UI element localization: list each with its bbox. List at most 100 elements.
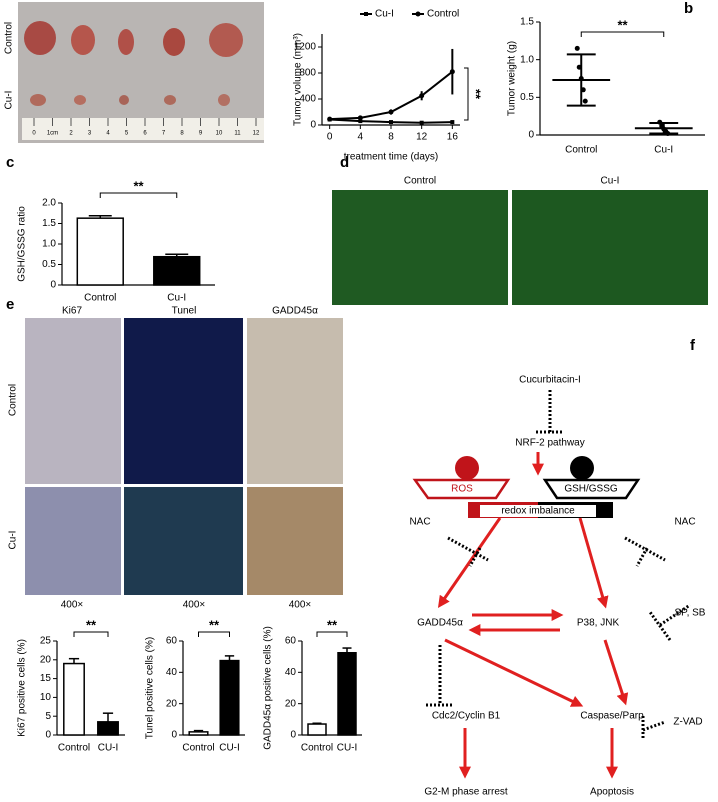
y-tick-label: 60 xyxy=(166,636,178,647)
marker xyxy=(388,109,394,115)
bar xyxy=(307,723,327,736)
y-axis-label: Ki67 positive cells (%) xyxy=(17,639,28,737)
y-tick-label: 0 xyxy=(45,730,51,741)
node-label: Cdc2/Cyclin B1 xyxy=(432,711,501,722)
bar xyxy=(153,255,201,286)
y-tick-label: 15 xyxy=(40,673,52,684)
node-label: Z-VAD xyxy=(673,717,702,728)
node-label: SP, SB xyxy=(675,608,706,619)
ruler-label: 7 xyxy=(162,131,166,137)
y-tick-label: 60 xyxy=(285,636,297,647)
panel-label: e xyxy=(6,296,14,313)
legend-marker xyxy=(415,11,421,17)
bar xyxy=(63,662,85,736)
point xyxy=(576,64,582,70)
ruler-label: 9 xyxy=(199,131,203,137)
legend-label: Cu-I xyxy=(375,9,394,20)
significance: ** xyxy=(133,178,144,193)
row-label: Cu-I xyxy=(8,531,19,550)
x-axis-label: treatment time (days) xyxy=(344,152,438,163)
image-label: Cu-I xyxy=(601,176,620,187)
node-label: P38, JNK xyxy=(577,618,620,629)
significance: ** xyxy=(209,617,220,632)
magnification: 400× xyxy=(183,600,206,611)
panel-label: f xyxy=(690,337,696,354)
y-tick-label: 0 xyxy=(290,730,296,741)
ruler-label: 3 xyxy=(88,131,92,137)
y-tick-label: 1.0 xyxy=(42,239,56,250)
x-tick-label: 4 xyxy=(358,132,364,143)
node-label: Apoptosis xyxy=(590,787,634,798)
significance: ** xyxy=(86,617,97,632)
ruler-label: 11 xyxy=(234,131,241,137)
column-label: Tunel xyxy=(172,306,197,317)
ruler-label: 4 xyxy=(106,131,110,137)
x-tick-label: 12 xyxy=(416,132,428,143)
significance-bracket xyxy=(464,67,469,121)
y-tick-label: 40 xyxy=(166,667,178,678)
x-tick-label: Control xyxy=(301,743,333,754)
x-tick-label: Control xyxy=(182,743,214,754)
point xyxy=(582,98,588,104)
row-label: Control xyxy=(4,22,15,54)
x-tick-label: Control xyxy=(565,145,597,156)
bar xyxy=(337,652,357,736)
node-label: NRF-2 pathway xyxy=(515,438,584,449)
marker xyxy=(450,120,455,125)
point xyxy=(578,76,584,81)
y-tick-label: 5 xyxy=(45,711,51,722)
node-label: Caspase/Parp xyxy=(580,711,644,722)
panel-label: c xyxy=(6,154,14,171)
y-tick-label: 20 xyxy=(285,698,297,709)
y-tick-label: 0 xyxy=(528,130,534,141)
x-tick-label: CU-I xyxy=(219,743,240,754)
tumor-photo xyxy=(0,2,264,143)
ruler-label: 0 xyxy=(32,131,36,137)
x-tick-label: Cu-I xyxy=(654,145,673,156)
y-tick-label: 400 xyxy=(299,94,316,105)
x-tick-label: CU-I xyxy=(98,743,119,754)
x-tick-label: CU-I xyxy=(337,743,358,754)
y-tick-label: 10 xyxy=(40,692,52,703)
legend-marker xyxy=(364,12,368,16)
point xyxy=(665,130,671,136)
legend-label: Control xyxy=(427,9,459,20)
ruler-label: 5 xyxy=(125,131,129,137)
y-tick-label: 1.0 xyxy=(520,54,534,65)
y-tick-label: 0.5 xyxy=(520,92,534,103)
x-tick-label: Cu-I xyxy=(167,293,186,304)
point xyxy=(580,87,586,93)
ruler-label: 2 xyxy=(69,131,73,137)
ruler-label: 10 xyxy=(216,131,223,137)
y-axis-label: GADD45α positive cells (%) xyxy=(263,626,274,750)
y-tick-label: 0 xyxy=(171,730,177,741)
ruler-label: 12 xyxy=(253,131,260,137)
y-tick-label: 800 xyxy=(299,68,316,79)
ruler-label: 6 xyxy=(143,131,147,137)
significance: ** xyxy=(469,89,484,100)
y-tick-label: 2.0 xyxy=(42,198,56,209)
y-axis-label: GSH/GSSG ratio xyxy=(17,206,28,282)
y-axis-label: Tumor volume (mm³) xyxy=(293,33,304,126)
y-tick-label: 0 xyxy=(50,280,56,291)
staining-grid xyxy=(25,318,343,595)
node-label: G2-M phase arrest xyxy=(424,787,508,798)
marker xyxy=(449,69,455,75)
panel-label: d xyxy=(340,154,349,171)
x-tick-label: Control xyxy=(58,743,90,754)
node-label: GSH/GSSG xyxy=(564,484,618,495)
row-label: Control xyxy=(8,384,19,416)
marker xyxy=(327,116,333,122)
marker xyxy=(357,115,363,121)
marker xyxy=(419,93,425,99)
y-tick-label: 20 xyxy=(40,654,52,665)
y-tick-label: 0 xyxy=(310,120,316,131)
y-tick-label: 1200 xyxy=(294,42,317,53)
bar xyxy=(97,721,119,736)
y-axis-label: Tumor weight (g) xyxy=(507,41,518,116)
y-tick-label: 1.5 xyxy=(520,17,534,28)
significance-bracket xyxy=(580,31,665,37)
y-tick-label: 20 xyxy=(166,698,178,709)
ruler-label: 1cm xyxy=(47,131,58,137)
